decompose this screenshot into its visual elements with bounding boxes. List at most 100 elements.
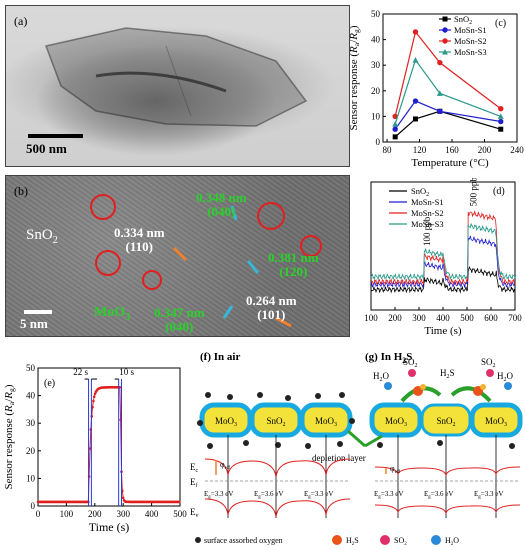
x-axis-label: Time (s)	[89, 520, 130, 534]
x-tick-label: 200	[388, 313, 402, 323]
chart-d: 100 200 300 400 500 600 700 Time (s) (d) 100 ppb 5…	[364, 178, 522, 337]
panel-title-g: (g) In H2S	[365, 351, 412, 365]
series-line	[394, 30, 502, 117]
fringe-label: 0.347 nm (040)	[154, 305, 205, 334]
tem-image-a: (a) 500 nm	[5, 5, 350, 167]
ring-marker	[90, 194, 116, 220]
chart-e: 0 100 200 300 400 500 0 10 20 30 40 50 Time (s) Senso…	[3, 363, 187, 534]
scale-label-b: 5 nm	[20, 316, 48, 331]
data-point	[442, 49, 448, 55]
fringe-mark	[246, 260, 260, 274]
h2o-label: H2O	[497, 371, 514, 383]
fringe-label: 0.264 nm (101)	[246, 293, 297, 322]
legend-so2: SO2	[394, 536, 407, 547]
legend-label: MoSn-S2	[411, 208, 444, 218]
scale-bar-b	[24, 310, 52, 314]
fringe-label: 0.334 nm (110)	[114, 225, 165, 254]
series-line	[370, 266, 516, 294]
x-tick-label: 600	[484, 313, 498, 323]
data-point	[412, 116, 418, 122]
grain-label-moo3: MoO3	[315, 416, 337, 428]
series-line	[394, 58, 501, 125]
series-line	[370, 223, 516, 281]
data-point	[498, 126, 504, 132]
fringe-mark	[172, 246, 188, 262]
y-tick-label: 0	[376, 137, 381, 147]
hrtem-image-b: (b) SnO2 MoO3 0.334 nm (110) 0.348 nm (040…	[5, 175, 350, 337]
annotation-100ppb: 100 ppb	[422, 216, 432, 246]
x-tick-label: 700	[508, 313, 522, 323]
x-tick-label: 160	[445, 145, 459, 155]
hrtem-overlay	[90, 194, 322, 328]
data-point	[412, 98, 419, 104]
x-tick-label: 500	[173, 509, 187, 519]
phi-eff-label: φeff	[220, 460, 230, 471]
series-line	[38, 386, 180, 503]
eg-label: Eg=3.3 eV	[304, 490, 333, 500]
ring-marker	[257, 202, 285, 230]
x-tick-label: 80	[383, 145, 393, 155]
eg-label: Eg=3.6 eV	[424, 490, 453, 500]
y-axis-label: Sensor response (Ra/Rg)	[348, 25, 361, 130]
eg-label: Eg=3.3 eV	[474, 490, 503, 500]
ef-label: Ef	[190, 477, 198, 489]
chart-c: 80 120 160 200 240 0 10 20 30 40 50 Temperature (°C…	[348, 9, 524, 169]
fringe-mark	[230, 205, 238, 221]
y-tick-label: 50	[371, 9, 381, 19]
legend-oxygen: surface assorbed oxygen	[204, 536, 283, 545]
grain-label-moo3: MoO3	[385, 416, 407, 428]
legend-label: SnO2	[454, 14, 472, 26]
x-tick-label: 400	[436, 313, 450, 323]
y-axis-label: Sensor response (Ra/Rg)	[3, 384, 16, 489]
ring-marker	[142, 270, 162, 290]
y-tick-label: 30	[26, 418, 36, 428]
fringe-label: 0.381 nm (120)	[268, 250, 319, 279]
band-lines-h2s	[374, 435, 521, 518]
fringe-mark	[222, 305, 234, 319]
series-line	[394, 100, 501, 130]
data-point	[392, 134, 398, 140]
legend-h2o: H2O	[445, 536, 459, 547]
oxygen-icon	[195, 537, 201, 543]
data-point	[92, 399, 95, 403]
data-point	[498, 118, 504, 125]
panel-label-d: (d)	[493, 186, 505, 197]
grain-label-sno2: SnO2	[266, 416, 285, 428]
band-lines-air	[204, 435, 351, 518]
y-tick-label: 10	[26, 473, 36, 483]
data-point	[392, 126, 398, 132]
legend-label: SnO2	[411, 186, 429, 198]
panel-label-a: (a)	[14, 14, 28, 28]
scale-label-a: 500 nm	[26, 141, 67, 156]
h2s-label: H2S	[440, 368, 455, 380]
y-tick-label: 50	[26, 363, 36, 373]
x-tick-label: 200	[478, 145, 492, 155]
so2-label: SO2	[403, 357, 418, 369]
y-tick-label: 0	[31, 501, 36, 511]
ev-label: Ev	[190, 507, 199, 519]
data-point	[121, 496, 125, 500]
scale-bar-a	[28, 134, 83, 138]
legend-label: MoSn-S1	[454, 25, 487, 35]
data-point	[497, 113, 504, 119]
response-time-label: 22 s	[73, 367, 88, 377]
recovery-time-label: 10 s	[119, 367, 134, 377]
x-tick-label: 500	[460, 313, 474, 323]
x-tick-label: 100	[60, 509, 74, 519]
grains-h2s: MoO3 SnO2 MoO3 H2O SO2 H2S SO2 H2O	[369, 357, 523, 449]
x-tick-label: 300	[412, 313, 426, 323]
y-tick-label: 30	[371, 60, 381, 70]
fringe-label: 0.348 nm (040)	[196, 190, 247, 219]
ring-marker	[95, 250, 121, 276]
data-point	[392, 121, 399, 127]
grain-label-sno2: SnO2	[436, 416, 455, 428]
x-tick-label: 240	[510, 145, 524, 155]
ec-label: Ec	[190, 462, 199, 474]
fringe-mark	[275, 316, 292, 328]
legend-label: MoSn-S1	[411, 197, 444, 207]
x-tick-label: 120	[413, 145, 427, 155]
legend-label: MoSn-S3	[454, 47, 487, 57]
panel-label-e: (e)	[44, 378, 55, 389]
panel-title-f: (f) In air	[200, 351, 240, 363]
tem-sheet-shape	[44, 27, 308, 127]
